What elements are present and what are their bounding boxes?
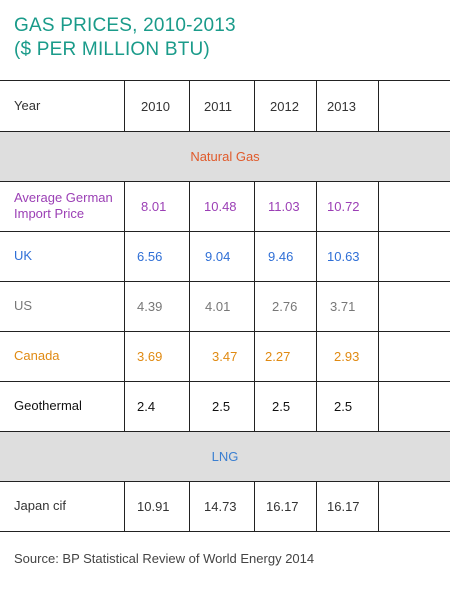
table-rule (0, 481, 450, 482)
table-cell: 2.5 (212, 398, 231, 414)
row-label-us: US (14, 298, 33, 313)
table-rule (0, 331, 450, 332)
table-cell: 10.48 (204, 198, 237, 214)
table-cell: 2.5 (334, 398, 353, 414)
table-cell: 9.46 (268, 248, 294, 264)
table-rule (0, 381, 450, 382)
column-divider (124, 80, 125, 131)
table-cell: 2.27 (265, 348, 291, 364)
column-divider (189, 80, 190, 131)
column-divider (254, 80, 255, 131)
column-header-2013: 2013 (327, 98, 356, 114)
table-cell: 4.01 (205, 298, 231, 314)
section-lng: LNG (211, 448, 239, 464)
table-cell: 10.72 (327, 198, 360, 214)
row-label-canada: Canada (14, 348, 60, 363)
column-divider (189, 181, 190, 431)
column-header-2011: 2011 (204, 98, 232, 114)
table-rule (0, 281, 450, 282)
table-cell: 8.01 (141, 198, 167, 214)
table-cell: 3.69 (137, 348, 163, 364)
column-divider (316, 481, 317, 531)
table-cell: 16.17 (327, 498, 360, 514)
column-divider (124, 181, 125, 431)
row-label-german: Average German Import Price (14, 190, 113, 221)
table-cell: 16.17 (266, 498, 299, 514)
column-divider (316, 181, 317, 431)
column-divider (124, 481, 125, 531)
source-note: Source: BP Statistical Review of World E… (14, 551, 315, 566)
table-cell: 2.93 (334, 348, 360, 364)
table-cell: 6.56 (137, 248, 163, 264)
table-cell: 10.91 (137, 498, 170, 514)
table-rule (0, 80, 450, 81)
table-cell: 2.5 (272, 398, 291, 414)
chart-title: GAS PRICES, 2010-2013 ($ PER MILLION BTU… (14, 14, 236, 62)
table-cell: 3.47 (212, 348, 238, 364)
table-cell: 14.73 (204, 498, 237, 514)
table-cell: 3.71 (330, 298, 356, 314)
table-cell: 2.4 (137, 398, 156, 414)
column-divider (316, 80, 317, 131)
table-rule (0, 231, 450, 232)
table-rule (0, 531, 450, 532)
column-header-year: Year (14, 98, 41, 113)
column-divider (189, 481, 190, 531)
title-line-2: ($ PER MILLION BTU) (14, 39, 210, 60)
table-rule (0, 181, 450, 182)
column-divider (378, 481, 379, 531)
table-cell: 2.76 (272, 298, 298, 314)
column-header-2010: 2010 (141, 98, 170, 114)
column-divider (254, 181, 255, 431)
table-cell: 11.03 (268, 198, 300, 214)
row-label-japan: Japan cif (14, 498, 67, 513)
column-divider (378, 181, 379, 431)
lng-band (0, 431, 450, 481)
table-rule (0, 431, 450, 432)
title-line-1: GAS PRICES, 2010-2013 (14, 15, 236, 36)
column-header-2012: 2012 (270, 98, 299, 114)
section-natural-gas: Natural Gas (190, 148, 260, 164)
column-divider (378, 80, 379, 131)
row-label-geothermal: Geothermal (14, 398, 82, 413)
table-cell: 9.04 (205, 248, 231, 264)
table-rule (0, 131, 450, 132)
row-label-uk: UK (14, 248, 33, 263)
natural-gas-band (0, 131, 450, 181)
table-cell: 10.63 (327, 248, 360, 264)
table-cell: 4.39 (137, 298, 163, 314)
column-divider (254, 481, 255, 531)
